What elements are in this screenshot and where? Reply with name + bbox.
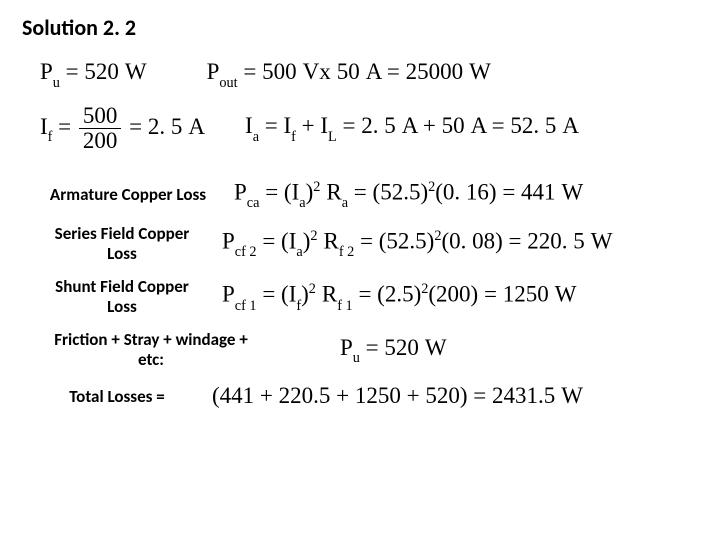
pu-val: 520 (84, 59, 119, 84)
page-title: Solution 2. 2 (22, 14, 698, 41)
label-shunt: Shunt Field Copper Loss (22, 277, 222, 316)
row-shunt: Shunt Field Copper Loss Pcf 1 = (If)2Rf … (22, 277, 698, 316)
eq-total: (441 + 220.5 + 1250 + 520) = 2431.5W (212, 383, 583, 409)
label-armature: Armature Copper Loss (22, 185, 234, 205)
if-frac: 500 200 (79, 104, 122, 153)
eq-pca: Pca = (Ia)2Ra = (52.5)2(0. 16) = 441W (234, 179, 583, 210)
label-total: Total Losses = (22, 387, 212, 407)
pout-res: 25000 (406, 59, 464, 84)
eq-pcf2: Pcf 2 = (Ia)2Rf 2 = (52.5)2(0. 08) = 220… (222, 228, 612, 259)
ia-if: 2. 5 (361, 113, 396, 138)
pcf1-if: 2.5 (385, 282, 414, 307)
pcf1-res: 1250 (503, 282, 549, 307)
eq-ia: Ia = If + IL = 2. 5A + 50A = 52. 5A (245, 113, 579, 144)
row-friction: Friction + Stray + windage + etc: Pu = 5… (22, 330, 698, 369)
label-shunt-l1: Shunt Field Copper (55, 276, 189, 297)
pu2-val: 520 (384, 335, 419, 360)
pca-res: 441 (521, 180, 556, 205)
row-armature: Armature Copper Loss Pca = (Ia)2Ra = (52… (22, 179, 698, 210)
label-shunt-l2: Loss (107, 296, 137, 317)
total-expr: 441 + 220.5 + 1250 + 520 (220, 383, 460, 408)
eq-pu: Pu = 520W (40, 59, 147, 90)
label-friction-l2: etc: (138, 349, 164, 370)
pca-ia: 52.5 (380, 180, 420, 205)
eq-pu2: Pu = 520W (340, 335, 447, 366)
if-den: 200 (79, 129, 122, 153)
eq-pout: Pout = 500Vx50A = 25000W (207, 59, 491, 90)
if-num: 500 (79, 104, 122, 129)
row-total: Total Losses = (441 + 220.5 + 1250 + 520… (22, 383, 698, 409)
pcf2-ia: 52.5 (386, 229, 426, 254)
label-series-l1: Series Field Copper (55, 223, 190, 244)
pcf2-r: 0. 08 (449, 229, 495, 254)
row-if-ia: If = 500 200 = 2. 5A Ia = If + IL = 2. 5… (40, 104, 698, 153)
pout-v: 500 (262, 59, 297, 84)
total-res: 2431.5 (492, 383, 555, 408)
label-series-l2: Loss (107, 243, 137, 264)
ia-res: 52. 5 (510, 113, 556, 138)
pca-ra: 0. 16 (443, 180, 489, 205)
pout-a: 50 (337, 59, 360, 84)
row-series: Series Field Copper Loss Pcf 2 = (Ia)2Rf… (22, 224, 698, 263)
pu-unit: W (125, 59, 147, 84)
ia-il: 50 (442, 113, 465, 138)
if-res: 2. 5 (148, 114, 183, 139)
pcf2-res: 220. 5 (527, 229, 585, 254)
eq-if: If = 500 200 = 2. 5A (40, 104, 205, 153)
row-pu-pout: Pu = 520W Pout = 500Vx50A = 25000W (40, 59, 698, 90)
label-series: Series Field Copper Loss (22, 224, 222, 263)
pcf1-r: 200 (436, 282, 471, 307)
label-friction: Friction + Stray + windage + etc: (22, 330, 280, 369)
eq-pcf1: Pcf 1 = (If)2Rf 1 = (2.5)2(200) = 1250W (222, 281, 576, 312)
label-friction-l1: Friction + Stray + windage + (54, 329, 248, 350)
